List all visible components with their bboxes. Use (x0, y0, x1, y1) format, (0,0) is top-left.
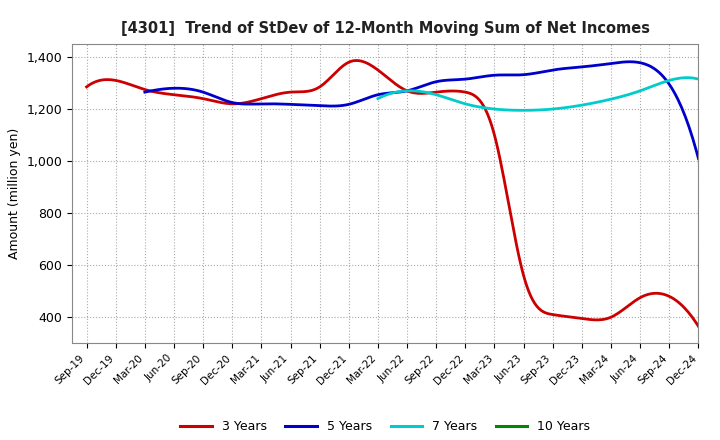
Title: [4301]  Trend of StDev of 12-Month Moving Sum of Net Incomes: [4301] Trend of StDev of 12-Month Moving… (121, 21, 649, 36)
Legend: 3 Years, 5 Years, 7 Years, 10 Years: 3 Years, 5 Years, 7 Years, 10 Years (176, 415, 595, 438)
Y-axis label: Amount (million yen): Amount (million yen) (8, 128, 21, 259)
